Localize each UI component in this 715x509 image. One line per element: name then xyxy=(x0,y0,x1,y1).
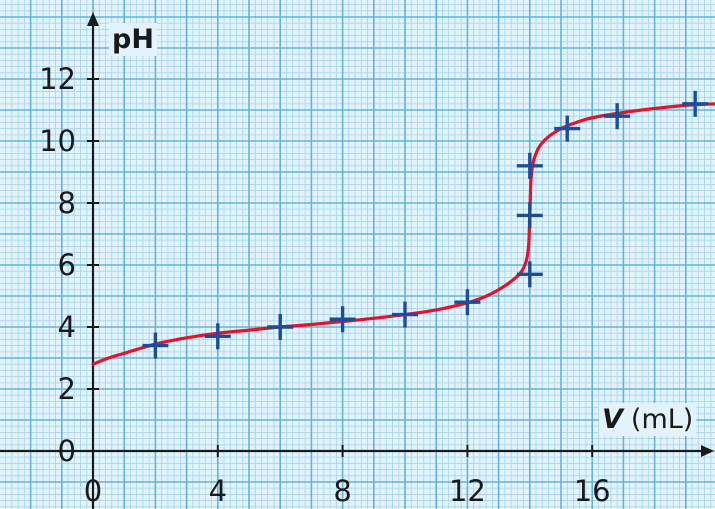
x-tick-labels: 0 4 8 12 16 xyxy=(84,474,611,508)
x-tick-label: 4 xyxy=(209,474,227,508)
y-tick-label: 4 xyxy=(58,310,76,344)
x-tick-label: 8 xyxy=(333,474,351,508)
x-axis-symbol: V xyxy=(602,404,625,435)
x-axis-unit: (mL) xyxy=(631,404,693,435)
y-axis-arrow xyxy=(87,12,99,26)
data-point-marker xyxy=(516,261,543,288)
x-tick-label: 12 xyxy=(449,474,486,508)
y-axis-label: pH xyxy=(112,24,154,55)
data-point-marker xyxy=(329,306,356,333)
data-point-marker xyxy=(142,332,169,359)
data-point-marker xyxy=(604,103,631,130)
xlabel-backdrop xyxy=(599,403,697,436)
x-axis-label: V (mL) xyxy=(602,404,693,435)
y-tick-label: 10 xyxy=(39,124,76,158)
data-point-marker xyxy=(267,314,294,340)
y-tick-label: 8 xyxy=(58,186,76,220)
data-point-marker xyxy=(204,323,231,350)
x-axis-arrow xyxy=(701,445,714,457)
ylabel-backdrop xyxy=(109,23,157,56)
y-tick-label: 2 xyxy=(58,372,76,406)
x-tick-label: 0 xyxy=(84,474,102,508)
y-tick-label: 0 xyxy=(58,434,76,468)
data-markers xyxy=(142,90,709,359)
x-tick-label: 16 xyxy=(574,474,611,508)
y-tick-label: 6 xyxy=(58,248,76,282)
data-point-marker xyxy=(392,301,418,328)
y-tick-label: 12 xyxy=(39,62,76,96)
data-point-marker xyxy=(516,152,543,179)
axes xyxy=(0,12,714,509)
data-point-marker xyxy=(682,90,709,117)
data-point-marker xyxy=(454,289,481,316)
data-point-marker xyxy=(516,202,543,229)
data-point-marker xyxy=(554,115,581,142)
titration-curve xyxy=(91,102,715,366)
y-tick-labels: 0 2 4 6 8 10 12 xyxy=(39,62,76,468)
